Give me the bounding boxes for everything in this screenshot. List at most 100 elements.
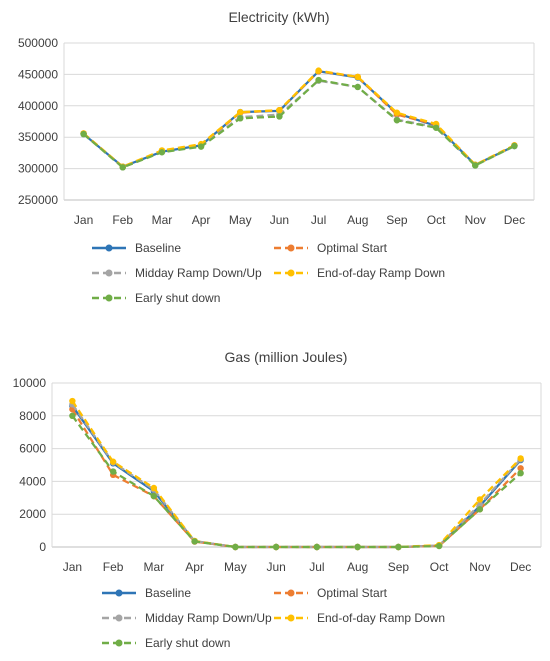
x-tick-label: Aug [347, 560, 368, 574]
data-point [472, 162, 479, 169]
data-point [232, 543, 239, 551]
y-tick-label: 8000 [19, 409, 46, 423]
data-point [517, 465, 524, 472]
data-point [119, 164, 126, 171]
x-tick-label: May [224, 560, 247, 574]
x-tick-label: Dec [510, 560, 531, 574]
x-tick-label: Nov [465, 213, 486, 227]
legend-label: Midday Ramp Down/Up [145, 611, 272, 625]
data-point [109, 468, 117, 475]
data-point [237, 115, 244, 122]
data-point [272, 543, 280, 551]
x-tick-label: Oct [430, 560, 449, 574]
data-point [476, 496, 484, 503]
legend-marker [287, 589, 295, 597]
x-tick-label: Mar [152, 213, 173, 227]
legend-label: Baseline [135, 241, 181, 255]
data-point [150, 492, 158, 500]
series-line [82, 70, 515, 168]
y-tick-label: 10000 [13, 376, 47, 390]
legend-marker [115, 614, 123, 622]
data-point [276, 106, 283, 114]
legend-marker [287, 269, 295, 277]
y-tick-label: 450000 [18, 67, 58, 81]
legend-label: Baseline [145, 586, 191, 600]
x-tick-label: Jan [74, 213, 93, 227]
data-point [109, 458, 117, 465]
data-point [80, 130, 87, 138]
data-point [276, 113, 283, 120]
data-point [315, 76, 322, 84]
y-tick-label: 6000 [19, 442, 46, 456]
legend-label: End-of-day Ramp Down [317, 611, 445, 625]
legend-marker [115, 589, 123, 597]
y-tick-label: 400000 [18, 99, 58, 113]
y-tick-label: 4000 [19, 474, 46, 488]
data-point [150, 484, 158, 492]
x-tick-label: Mar [144, 560, 165, 574]
data-point [432, 124, 440, 131]
series-line [71, 415, 522, 549]
x-tick-label: Feb [103, 560, 124, 574]
legend-label: Early shut down [145, 636, 230, 650]
x-tick-label: Jun [266, 560, 285, 574]
data-point [237, 108, 244, 116]
x-tick-label: Feb [112, 213, 133, 227]
data-point [191, 538, 198, 545]
data-point [393, 109, 401, 116]
y-tick-label: 2000 [19, 507, 46, 521]
data-point [395, 543, 402, 551]
y-tick-label: 250000 [18, 193, 58, 207]
x-tick-label: Aug [347, 213, 368, 227]
data-point [69, 412, 76, 419]
data-point [354, 543, 361, 551]
data-point [354, 73, 361, 81]
data-point [354, 83, 361, 91]
x-tick-label: Apr [192, 213, 211, 227]
data-point [313, 543, 321, 551]
series-line [82, 79, 515, 169]
x-tick-label: May [229, 213, 252, 227]
y-tick-label: 500000 [18, 36, 58, 50]
x-tick-label: Apr [185, 560, 204, 574]
legend-marker [105, 244, 113, 252]
data-point [511, 142, 518, 150]
x-tick-label: Jul [309, 560, 324, 574]
x-tick-label: Sep [386, 213, 408, 227]
series-line [71, 403, 522, 549]
data-point [517, 455, 524, 462]
legend-marker [287, 244, 295, 252]
y-tick-label: 300000 [18, 162, 58, 176]
data-point [69, 397, 76, 405]
x-tick-label: Oct [427, 213, 446, 227]
series-line [82, 78, 515, 169]
data-point [315, 67, 322, 74]
y-tick-label: 0 [39, 540, 46, 554]
x-tick-label: Sep [388, 560, 410, 574]
electricity-chart-title: Electricity (kWh) [228, 9, 329, 25]
data-point [158, 149, 166, 156]
data-point [393, 117, 401, 124]
series-line [71, 400, 522, 549]
legend-label: Optimal Start [317, 241, 388, 255]
x-tick-label: Nov [469, 560, 490, 574]
series-line [82, 69, 515, 168]
gas-chart-title: Gas (million Joules) [225, 349, 348, 365]
x-tick-label: Jul [311, 213, 326, 227]
data-point [517, 470, 524, 477]
series-line [82, 70, 515, 168]
legend-marker [105, 269, 113, 277]
legend-label: Midday Ramp Down/Up [135, 266, 262, 280]
legend-marker [115, 639, 123, 647]
gas-chart: Gas (million Joules) 10000 8000 6000 4000 20… [13, 349, 542, 650]
x-tick-label: Jun [270, 213, 289, 227]
data-point [197, 143, 205, 150]
data-point [435, 542, 443, 550]
legend-label: Optimal Start [317, 586, 388, 600]
electricity-chart: Electricity (kWh) 500000 450000 400000 3500… [18, 9, 535, 305]
y-tick-label: 350000 [18, 130, 58, 144]
legend-label: Early shut down [135, 291, 220, 305]
legend-label: End-of-day Ramp Down [317, 266, 445, 280]
x-tick-label: Dec [504, 213, 525, 227]
